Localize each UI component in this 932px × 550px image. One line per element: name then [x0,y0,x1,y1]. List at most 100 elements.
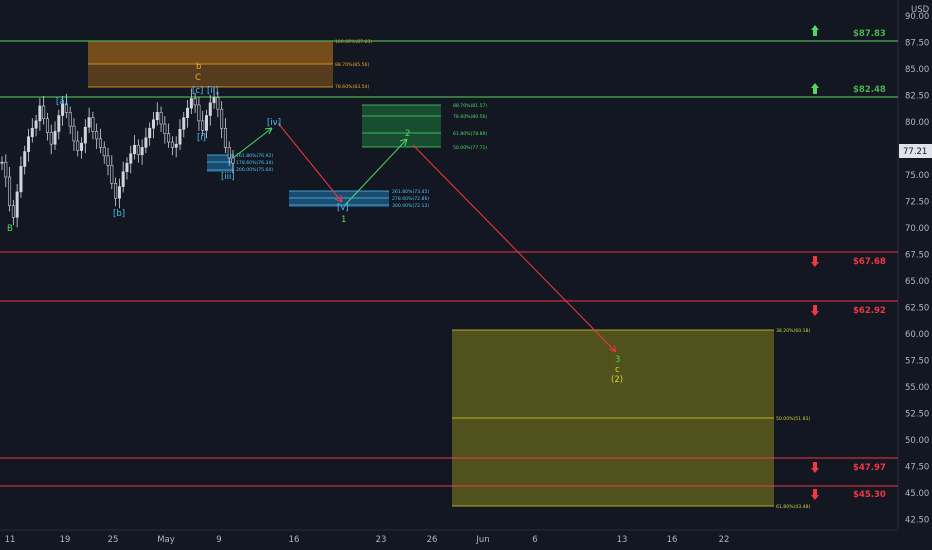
arrow-down-icon [811,462,819,473]
level-price-label: $67.68 [853,257,886,267]
x-tick-label: 6 [532,535,537,545]
y-tick-label: 62.50 [905,303,929,313]
x-tick-label: 19 [60,535,71,545]
candle-body [91,117,95,132]
candle-body [72,125,76,142]
fib-level-label: 78.60%(83.54) [335,84,369,90]
candle-body [167,133,171,143]
candle-body [212,97,216,104]
fib-level-label: 88.70%(81.57) [453,103,487,109]
candle-body [30,127,34,138]
projection-line-red [277,122,343,203]
fib-level-label: 261.80%(73.45) [392,189,429,195]
arrow-head-icon [334,194,343,203]
wave-labels: B [a] [b] b C [c] [ii] [i] [iii] [iv] [v… [7,62,623,385]
wave-label: 1 [341,215,346,225]
candle-body [15,191,19,218]
candle-body [102,147,106,157]
arrow-down-icon [811,256,819,267]
x-tick-label: 11 [5,535,16,545]
currency-label: USD [911,5,930,15]
wave-label: c [615,365,620,375]
fib-level-label: 50.00%(51.83) [776,416,810,422]
candle-body [110,165,114,184]
candlestick-series [0,87,235,228]
candle-body [117,186,121,199]
fib-zone-green[interactable]: 88.70%(81.57) 78.60%(80.56) 61.80%(78.89… [362,103,487,151]
candle-body [140,147,144,156]
y-tick-label: 55.00 [905,383,929,393]
candle-body [34,120,38,129]
fib-level-label: 61.80%(78.89) [453,131,487,137]
arrow-down-icon [811,489,819,500]
y-tick-label: 65.00 [905,277,929,287]
wave-label: [a] [56,97,68,107]
candle-body [208,102,212,116]
candle-body [4,161,8,178]
candle-body [80,142,84,151]
candle-body [64,103,68,113]
wave-label: 3 [615,355,620,365]
projection-line-green [232,127,273,159]
wave-label: 2 [405,129,410,139]
arrow-head-icon [264,127,273,135]
y-tick-label: 70.00 [905,224,929,234]
projection-line-green [344,138,408,206]
fib-level-label: 61.80%(43.48) [776,504,810,510]
candle-body [204,115,208,131]
x-tick-label: 22 [719,535,730,545]
fib-zone-yellow[interactable]: 38.20%(60.18) 50.00%(51.83) 61.80%(43.48… [452,328,810,510]
wave-label: [b] [113,209,125,219]
candle-body [216,97,220,110]
price-axis[interactable] [898,0,932,530]
candle-body [148,127,152,139]
candle-body [98,138,102,148]
projection-line-red [412,144,617,353]
fib-level-label: 161.80%(76.92) [236,153,273,159]
candle-body [182,117,186,130]
candle-body [114,183,118,199]
candle-body [136,144,140,156]
fib-level-label: 278.60%(72.86) [392,196,429,202]
current-price-badge: 77.21 [899,144,932,158]
current-price-label: 77.21 [903,147,927,157]
candle-body [27,136,31,152]
y-tick-label: 67.50 [905,250,929,260]
x-tick-label: 13 [617,535,628,545]
fib-zone-blue-iii[interactable]: 161.80%(76.92) 178.60%(76.34) 200.00%(75… [207,153,273,173]
candle-body [76,140,80,151]
y-tick-label: 80.00 [905,118,929,128]
fib-zone-orange[interactable]: 100.00%(87.83) 88.70%(85.56) 78.60%(83.5… [88,39,372,90]
level-price-label: $47.97 [853,463,886,473]
candle-body [155,112,159,121]
fib-level-label: 78.60%(80.56) [453,114,487,120]
arrow-up-icon [811,83,819,94]
y-tick-label: 45.00 [905,489,929,499]
fib-level-label: 300.00%(72.12) [392,203,429,209]
y-tick-label: 47.50 [905,462,929,472]
y-tick-label: 72.50 [905,197,929,207]
x-axis-ticks: 11 19 25 May 9 16 23 26 Jun 6 13 16 22 [5,535,730,545]
candle-body [129,153,133,164]
candle-body [19,166,23,193]
arrow-head-icon [608,344,617,353]
level-price-label: $87.83 [853,29,886,39]
fib-zone-green-fill [362,105,441,147]
fib-zone-blue-v[interactable]: 261.80%(73.45) 278.60%(72.86) 300.00%(72… [289,189,429,209]
y-tick-label: 42.50 [905,515,929,525]
candle-body [8,176,12,206]
level-price-label: $82.48 [853,85,886,95]
y-tick-label: 85.00 [905,65,929,75]
candle-body [193,98,197,106]
candle-body [144,137,148,148]
candle-body [197,104,201,122]
wave-label: [iii] [221,172,235,182]
y-tick-label: 87.50 [905,38,929,48]
candle-body [95,131,99,140]
wave-label: b [196,62,201,72]
y-tick-label: 57.50 [905,356,929,366]
candle-body [83,126,87,144]
candle-body [0,161,4,164]
wave-label: [v] [337,203,349,213]
